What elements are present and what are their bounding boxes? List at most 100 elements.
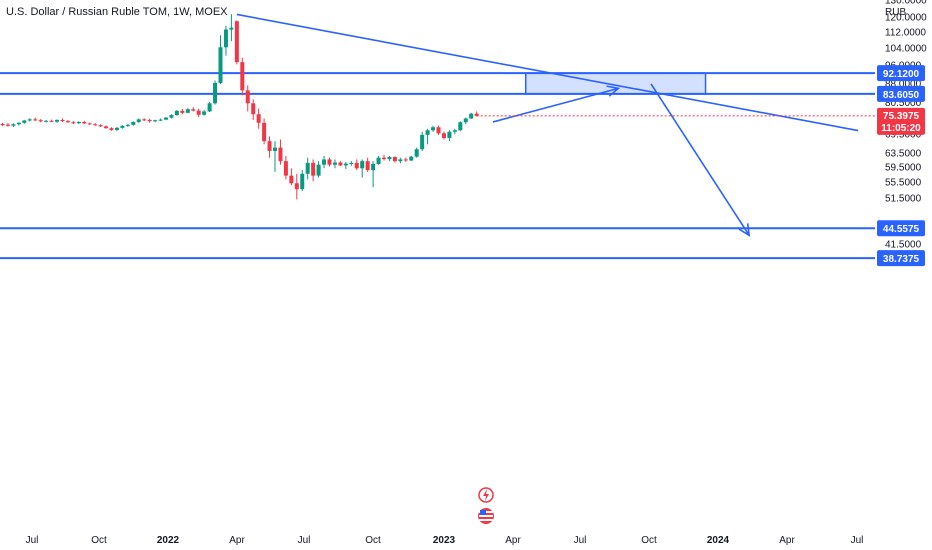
candle-body[interactable]: [82, 121, 87, 124]
range-rectangle[interactable]: [524, 72, 707, 95]
candle-body[interactable]: [256, 114, 261, 123]
candle-body[interactable]: [44, 120, 49, 122]
candle-body[interactable]: [354, 162, 359, 169]
candle-body[interactable]: [131, 121, 136, 125]
x-tick-label: Oct: [91, 535, 107, 546]
candle-body[interactable]: [98, 125, 103, 127]
candle-body[interactable]: [60, 119, 65, 122]
candle-body[interactable]: [87, 123, 92, 125]
candle-body[interactable]: [65, 121, 70, 123]
candle-body[interactable]: [153, 120, 158, 122]
x-tick-label: 2022: [157, 535, 180, 546]
candle-body[interactable]: [76, 121, 81, 124]
candle-body[interactable]: [185, 109, 190, 113]
candle-body[interactable]: [463, 118, 468, 123]
candle-body[interactable]: [376, 157, 381, 164]
candle-body[interactable]: [469, 113, 474, 119]
candle-body[interactable]: [71, 122, 76, 124]
candle-body[interactable]: [316, 164, 321, 176]
candle-body[interactable]: [164, 117, 168, 120]
candle-body[interactable]: [431, 127, 436, 131]
candle-body[interactable]: [371, 163, 376, 171]
candle-body[interactable]: [22, 120, 27, 123]
candle-body[interactable]: [349, 162, 354, 164]
candle-body[interactable]: [343, 163, 348, 166]
candle-body[interactable]: [207, 103, 212, 112]
candle-body[interactable]: [234, 21, 239, 63]
candle-body[interactable]: [0, 124, 5, 126]
candle-body[interactable]: [16, 122, 21, 125]
candle-body[interactable]: [27, 119, 32, 121]
candle-body[interactable]: [420, 134, 425, 150]
candle-body[interactable]: [365, 161, 370, 171]
candle-body[interactable]: [311, 162, 316, 176]
candle-body[interactable]: [338, 162, 343, 166]
us-flag-event-icon[interactable]: [478, 508, 494, 524]
candle-body[interactable]: [273, 147, 277, 151]
candle-body[interactable]: [322, 159, 327, 165]
candle-body[interactable]: [300, 173, 305, 190]
candle-body[interactable]: [218, 47, 223, 83]
candle-body[interactable]: [174, 110, 179, 116]
candle-body[interactable]: [425, 130, 430, 135]
candle-body[interactable]: [136, 119, 141, 122]
candle-body[interactable]: [11, 124, 16, 126]
x-tick-label: 2023: [433, 535, 456, 546]
candle-body[interactable]: [436, 127, 441, 134]
candle-body[interactable]: [55, 119, 59, 122]
candle-body[interactable]: [229, 27, 234, 30]
dividends-event-icon[interactable]: [478, 487, 494, 503]
candle-body[interactable]: [169, 115, 174, 118]
candle-body[interactable]: [213, 82, 218, 104]
candle-body[interactable]: [38, 120, 43, 122]
arrow-line[interactable]: [650, 83, 750, 236]
candle-body[interactable]: [114, 127, 119, 130]
candle-body[interactable]: [147, 119, 152, 122]
candle-body[interactable]: [283, 161, 288, 176]
candle-body[interactable]: [474, 113, 479, 116]
chart-title: U.S. Dollar / Russian Ruble TOM, 1W, MOE…: [6, 6, 228, 18]
candle-body[interactable]: [120, 125, 125, 128]
candle-body[interactable]: [382, 157, 386, 160]
candle-body[interactable]: [262, 122, 267, 142]
candle-body[interactable]: [409, 156, 414, 161]
x-tick-label: Oct: [365, 535, 381, 546]
time-axis[interactable]: Jul Oct 2022 Apr Jul Oct 2023 Apr Jul Oct 2024 Apr J…: [26, 535, 864, 546]
candle-body[interactable]: [109, 128, 114, 130]
candle-body[interactable]: [251, 103, 256, 115]
candle-body[interactable]: [392, 157, 397, 162]
candle-body[interactable]: [305, 162, 310, 174]
candle-body[interactable]: [125, 124, 130, 126]
candle-body[interactable]: [49, 120, 54, 122]
candle-body[interactable]: [398, 159, 403, 162]
candle-body[interactable]: [191, 109, 196, 111]
candle-body[interactable]: [387, 157, 392, 160]
candle-body[interactable]: [441, 133, 446, 138]
candle-body[interactable]: [447, 131, 452, 138]
candle-body[interactable]: [142, 119, 147, 121]
candle-body[interactable]: [33, 119, 38, 121]
candle-body[interactable]: [196, 110, 201, 115]
candle-body[interactable]: [289, 175, 294, 184]
candle-body[interactable]: [458, 122, 463, 131]
candle-body[interactable]: [180, 110, 185, 113]
candle-body[interactable]: [93, 124, 98, 126]
candle-body[interactable]: [332, 162, 337, 165]
candle-body[interactable]: [245, 90, 250, 104]
candle-body[interactable]: [278, 147, 283, 162]
candle-body[interactable]: [202, 111, 207, 115]
candle-body[interactable]: [104, 126, 109, 129]
candle-body[interactable]: [327, 159, 332, 165]
candle-body[interactable]: [403, 159, 408, 161]
candle-body[interactable]: [360, 161, 365, 169]
candle-body[interactable]: [240, 62, 245, 91]
candle-body[interactable]: [414, 149, 419, 157]
candle-body[interactable]: [5, 124, 10, 126]
candle-body[interactable]: [452, 130, 457, 132]
candle-body[interactable]: [294, 183, 299, 190]
candle-body[interactable]: [223, 29, 228, 48]
candle-body[interactable]: [267, 141, 272, 151]
candle-body[interactable]: [158, 119, 163, 121]
y-tick-label: 55.5000: [885, 177, 922, 188]
